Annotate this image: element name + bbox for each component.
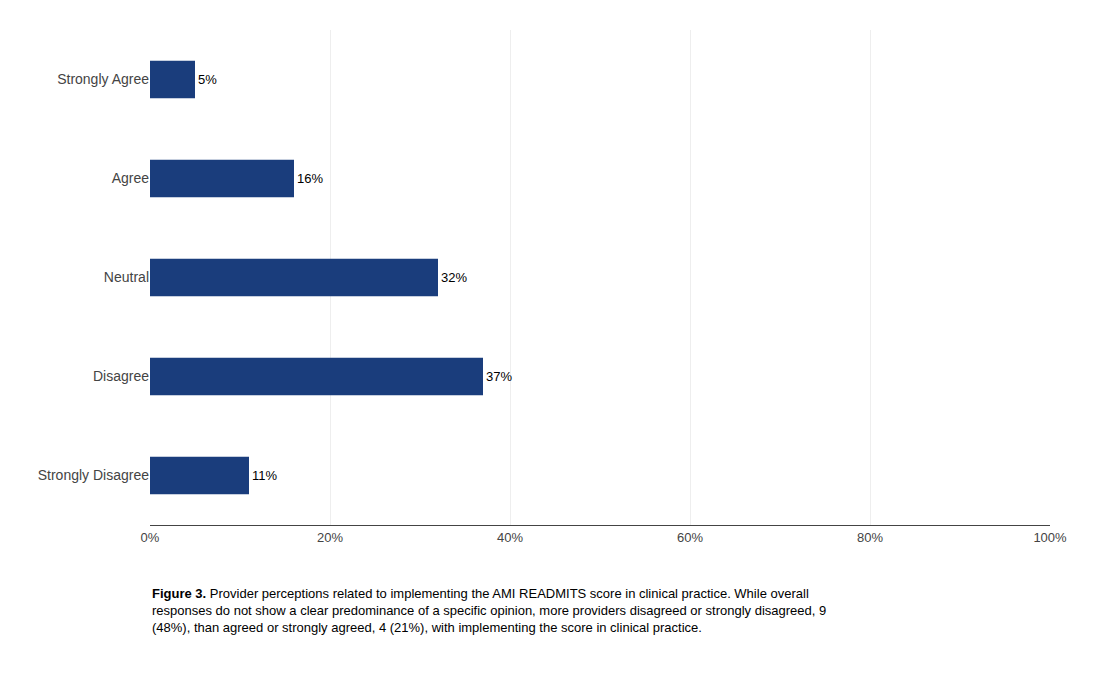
svg-text:Agree: Agree [112,170,150,186]
svg-text:32%: 32% [441,270,467,285]
svg-text:100%: 100% [1033,530,1067,545]
svg-text:Strongly Disagree: Strongly Disagree [38,467,149,483]
svg-text:80%: 80% [857,530,883,545]
svg-text:Figure 3. Provider perceptions: Figure 3. Provider perceptions related t… [152,586,826,635]
svg-text:40%: 40% [497,530,523,545]
svg-text:Disagree: Disagree [93,368,149,384]
svg-text:16%: 16% [297,171,323,186]
svg-text:11%: 11% [252,468,277,483]
svg-text:37%: 37% [486,369,512,384]
svg-text:5%: 5% [198,72,217,87]
svg-text:20%: 20% [317,530,343,545]
svg-text:60%: 60% [677,530,703,545]
svg-text:0%: 0% [141,530,160,545]
svg-text:Neutral: Neutral [104,269,149,285]
svg-text:Strongly Agree: Strongly Agree [57,71,149,87]
